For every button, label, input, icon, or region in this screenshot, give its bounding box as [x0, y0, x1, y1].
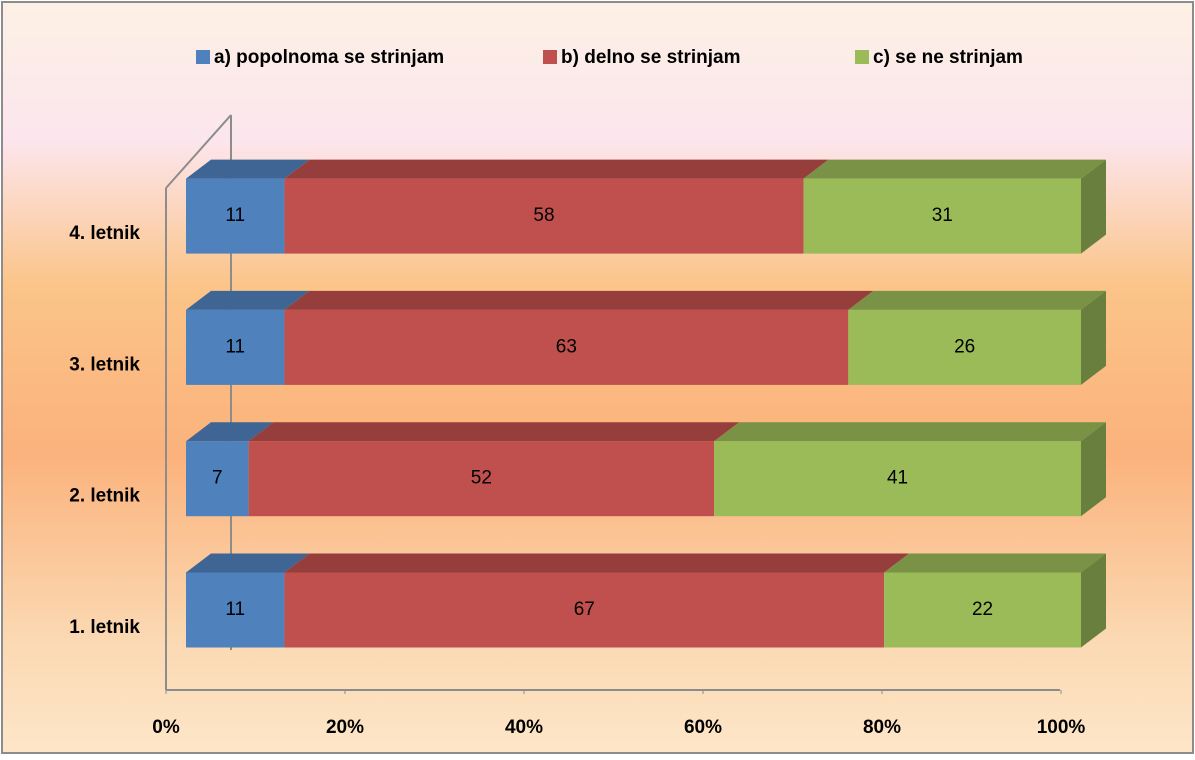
bar-top — [714, 422, 1106, 442]
x-tick-label: 60% — [684, 717, 722, 738]
y-tick-label: 4. letnik — [69, 223, 140, 244]
bar — [884, 572, 1081, 648]
bar-side — [1081, 290, 1106, 385]
bar-side — [1081, 422, 1106, 517]
value-label: 63 — [556, 336, 577, 357]
x-tick-label: 20% — [326, 717, 364, 738]
y-tick-label: 3. letnik — [69, 354, 140, 375]
value-label: 41 — [887, 468, 908, 489]
value-label: 7 — [212, 468, 223, 489]
value-label: 22 — [972, 599, 993, 620]
value-label: 11 — [225, 205, 245, 226]
bar-side — [1081, 553, 1106, 648]
bar — [186, 178, 285, 254]
legend-label: c) se ne strinjam — [873, 47, 1023, 68]
value-label: 58 — [533, 205, 554, 226]
legend-swatch — [855, 50, 869, 64]
bar-top — [186, 290, 310, 310]
bar — [248, 441, 715, 517]
bar — [803, 178, 1081, 254]
legend-label: b) delno se strinjam — [561, 47, 740, 68]
y-tick-label: 1. letnik — [69, 617, 140, 638]
bar-top — [803, 159, 1106, 179]
bar-top — [248, 422, 740, 442]
legend-label: a) popolnoma se strinjam — [214, 47, 444, 68]
bar-top — [848, 290, 1106, 310]
bar-top — [284, 553, 910, 573]
x-tick-label: 40% — [505, 717, 543, 738]
value-label: 26 — [954, 336, 975, 357]
bar-side — [1081, 159, 1106, 254]
bar — [186, 441, 249, 517]
bar-top — [884, 553, 1106, 573]
y-tick-label: 2. letnik — [69, 486, 140, 507]
bar-top — [186, 159, 310, 179]
value-label: 52 — [471, 468, 492, 489]
x-tick-label: 0% — [152, 717, 180, 738]
value-label: 31 — [932, 205, 953, 226]
x-tick-label: 100% — [1037, 717, 1086, 738]
bar — [186, 572, 285, 648]
bar — [848, 309, 1081, 385]
bar-top — [284, 290, 874, 310]
bar — [284, 178, 804, 254]
value-label: 11 — [225, 336, 245, 357]
legend-swatch — [196, 50, 210, 64]
value-label: 67 — [574, 599, 595, 620]
bar — [186, 309, 285, 385]
bar — [284, 309, 849, 385]
legend-swatch — [543, 50, 557, 64]
bar-top — [186, 553, 310, 573]
bar — [284, 572, 885, 648]
bar-top — [186, 422, 274, 442]
bar-top — [284, 159, 829, 179]
value-label: 11 — [225, 599, 245, 620]
x-tick-label: 80% — [863, 717, 901, 738]
bar — [714, 441, 1081, 517]
